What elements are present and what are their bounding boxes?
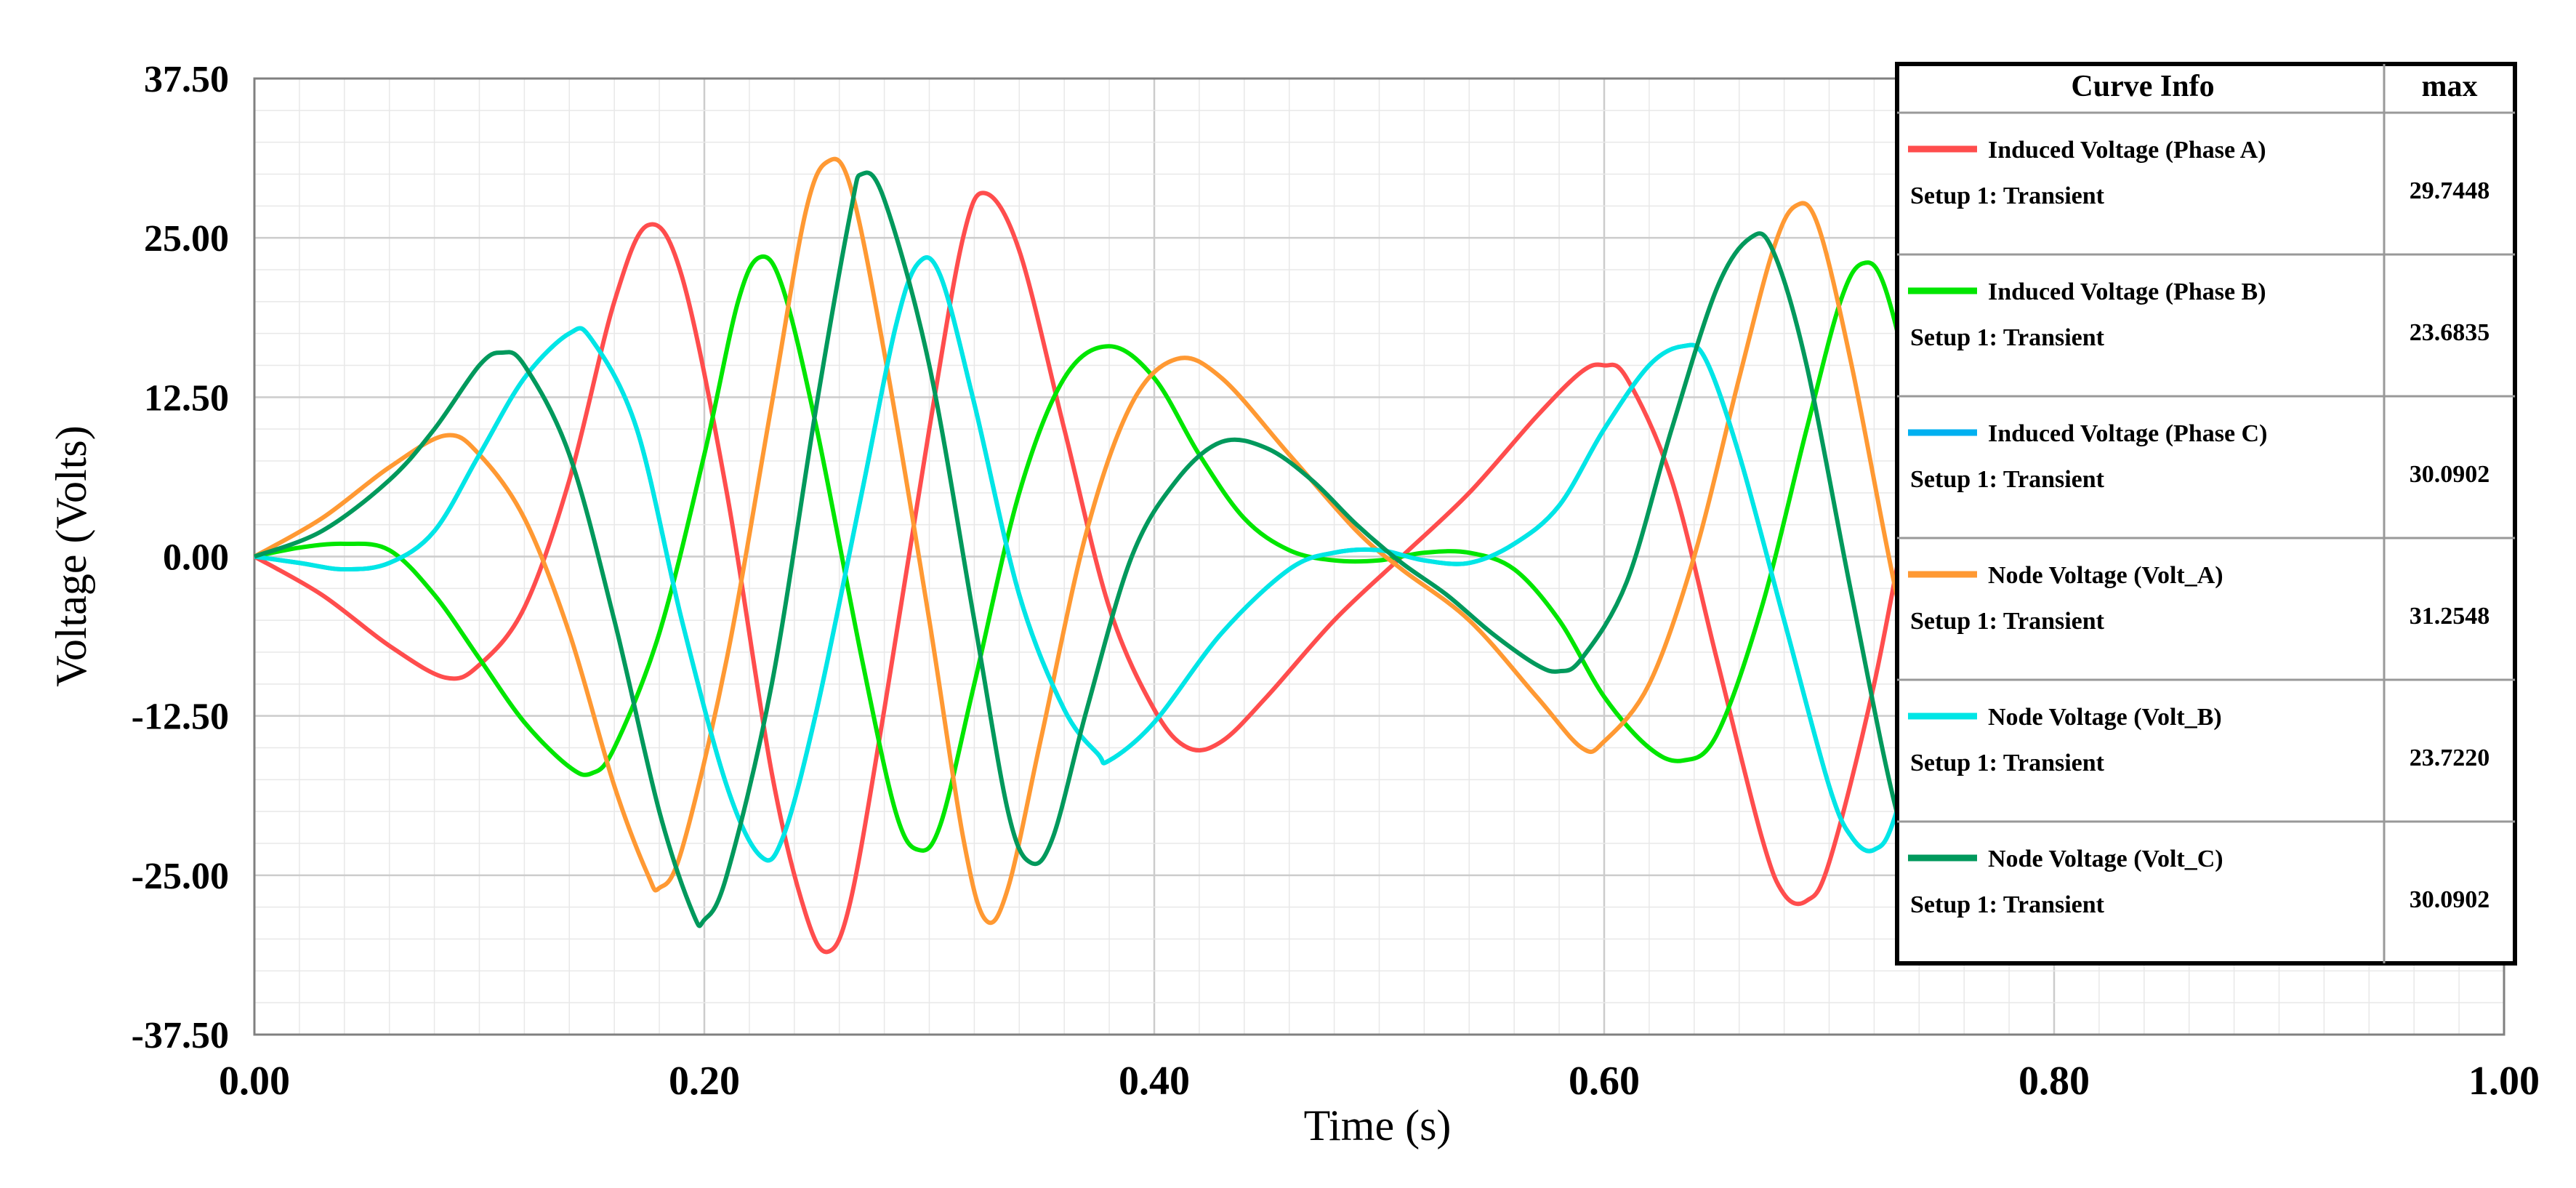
legend-setup-label: Setup 1: Transient — [1910, 608, 2105, 635]
x-tick-label: 0.20 — [669, 1059, 740, 1104]
y-tick-label: 12.50 — [144, 377, 229, 419]
legend: Curve Info max Induced Voltage (Phase A)… — [1895, 62, 2517, 966]
y-axis-title: Voltage (Volts) — [47, 425, 95, 686]
y-tick-label: -37.50 — [132, 1015, 229, 1056]
legend-series-name: Induced Voltage (Phase B) — [1988, 278, 2266, 305]
legend-header-max: max — [2422, 70, 2478, 103]
legend-max-value: 30.0902 — [2410, 886, 2490, 913]
legend-series-name: Induced Voltage (Phase C) — [1988, 420, 2267, 447]
x-axis-ticks: 0.00 0.20 0.40 0.60 0.80 1.00 — [219, 1059, 2540, 1104]
legend-setup-label: Setup 1: Transient — [1910, 324, 2105, 351]
y-tick-label: 25.00 — [144, 218, 229, 260]
x-tick-label: 0.60 — [1569, 1059, 1640, 1104]
legend-max-value: 29.7448 — [2410, 177, 2490, 204]
y-tick-label: -12.50 — [132, 697, 229, 738]
legend-setup-label: Setup 1: Transient — [1910, 466, 2105, 493]
x-tick-label: 0.00 — [219, 1059, 290, 1104]
legend-series-name: Node Voltage (Volt_B) — [1988, 704, 2222, 731]
legend-series-name: Node Voltage (Volt_C) — [1988, 846, 2223, 872]
legend-series-name: Induced Voltage (Phase A) — [1988, 137, 2266, 164]
legend-rows: Induced Voltage (Phase A) Setup 1: Transi… — [1897, 137, 2515, 918]
legend-max-value: 31.2548 — [2410, 603, 2490, 630]
legend-box — [1895, 62, 2517, 966]
legend-setup-label: Setup 1: Transient — [1910, 182, 2105, 209]
y-tick-label: -25.00 — [132, 856, 229, 897]
x-axis-title: Time (s) — [1304, 1101, 1452, 1149]
legend-header-curve-info: Curve Info — [2071, 70, 2214, 103]
y-axis-ticks: -37.50 -25.00 -12.50 0.00 12.50 25.00 37.50 — [132, 59, 229, 1056]
x-tick-label: 1.00 — [2468, 1059, 2540, 1104]
x-tick-label: 0.80 — [2018, 1059, 2090, 1104]
y-tick-label: 0.00 — [163, 537, 229, 579]
x-tick-label: 0.40 — [1119, 1059, 1190, 1104]
legend-max-value: 30.0902 — [2410, 461, 2490, 488]
legend-setup-label: Setup 1: Transient — [1910, 750, 2105, 776]
legend-series-name: Node Voltage (Volt_A) — [1988, 562, 2223, 589]
y-tick-label: 37.50 — [144, 59, 229, 100]
legend-max-value: 23.6835 — [2410, 319, 2490, 346]
legend-setup-label: Setup 1: Transient — [1910, 891, 2105, 918]
legend-max-value: 23.7220 — [2410, 744, 2490, 771]
